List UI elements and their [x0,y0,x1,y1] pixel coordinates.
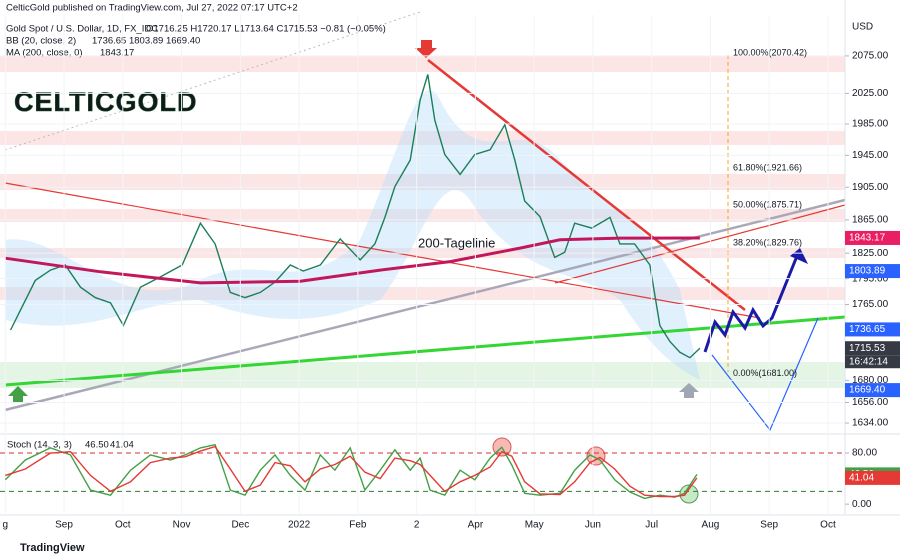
arrow [415,40,437,58]
countdown-badge [845,355,900,369]
y-tick-label: 2075.00 [852,51,889,62]
x-tick-label: Aug [702,520,720,531]
annotation: 200-Tagelinie [418,235,495,250]
price-badge-label: 41.04 [849,473,874,484]
trend-line [4,182,761,319]
x-tick-label: Oct [820,520,836,531]
fib-label: 61.80%(1921.66) [733,162,802,172]
stoch-value: 46.50 [85,440,109,451]
y-tick-label: 2025.00 [852,88,889,99]
price-badge [845,230,900,245]
stoch-title: Stoch (14, 3, 3) [7,440,72,451]
x-tick-label: Sep [760,520,778,531]
bb-name: BB (20, close, 2) [6,36,76,47]
y-tick-label: 1905.00 [852,182,889,193]
x-tick-label: 2 [414,520,420,531]
y-tick-label: 0.00 [852,499,872,510]
price-badge [845,383,900,398]
stoch-value: 41.04 [110,440,134,451]
zone [0,131,845,145]
series-name: Gold Spot / U.S. Dollar, 1D, FX_IDC [6,24,158,35]
zone [0,287,845,300]
price-badge-label: 1736.65 [849,324,886,335]
publisher: CelticGold published on TradingView.com,… [6,3,298,14]
marker [679,484,699,504]
price-badge-label: 1843.17 [849,233,886,244]
x-tick-label: Jul [645,520,658,531]
series-line [4,443,698,500]
x-tick-label: 2022 [288,520,311,531]
y-tick-label: 1865.00 [852,215,889,226]
trend-line [4,315,846,387]
x-tick-label: Oct [115,520,131,531]
y-tick-label: 1825.00 [852,248,889,259]
zone [0,209,845,222]
fib-label: 38.20%(1829.76) [733,238,802,248]
price-badge-label: 1669.40 [849,385,886,396]
bollinger-cloud [5,90,700,380]
fib-label: 0.00%(1681.00) [733,368,797,378]
price-badge-label: 1715.53 [849,343,886,354]
y-tick-label: 1680.00 [852,375,889,386]
x-tick-label: g [3,520,9,531]
ma-name: MA (200, close, 0) [6,48,83,59]
zone [0,174,845,190]
ohlc: O1716.25 H1720.17 L1713.64 C1715.53 −0.8… [146,24,386,35]
arrow [8,386,28,402]
projection [703,255,799,353]
logo: CELTICGOLD [14,87,197,117]
footer: TradingView [20,542,85,554]
x-tick-label: Nov [173,520,191,531]
price-badge [845,341,900,356]
bb-values: 1736.65 1803.89 1669.40 [92,36,200,47]
series-line [5,236,700,285]
y-tick-label: 1795.00 [852,273,889,284]
x-tick-label: Dec [231,520,249,531]
x-tick-label: Jun [585,520,601,531]
y-tick-label: 1985.00 [852,119,889,130]
trend-line [554,204,846,284]
countdown: 16:42:14 [849,356,888,367]
arrow [679,383,699,398]
x-tick-label: Feb [349,520,367,531]
zone [0,56,845,72]
series-line [5,445,698,498]
x-tick-label: Apr [468,520,484,531]
y-tick-label: 1634.00 [852,418,889,429]
x-tick-label: Sep [55,520,73,531]
price-badge-label: 1803.89 [849,266,886,277]
fib-label: 100.00%(2070.42) [733,48,807,58]
ma-value: 1843.17 [100,48,134,59]
fib-label: 50.00%(1875.71) [733,199,802,209]
y-tick-label: 80.00 [852,448,877,459]
currency: USD [852,22,873,33]
arrow [790,248,808,264]
x-tick-label: May [525,520,544,531]
y-tick-label: 1945.00 [852,150,889,161]
decor [0,0,900,516]
y-tick-label: 1765.00 [852,299,889,310]
series-line [9,74,701,359]
price-badge [845,264,900,279]
price-badge [845,322,900,337]
price-badge [845,470,900,485]
y-tick-label: 1656.00 [852,397,889,408]
trend-line [427,59,746,311]
